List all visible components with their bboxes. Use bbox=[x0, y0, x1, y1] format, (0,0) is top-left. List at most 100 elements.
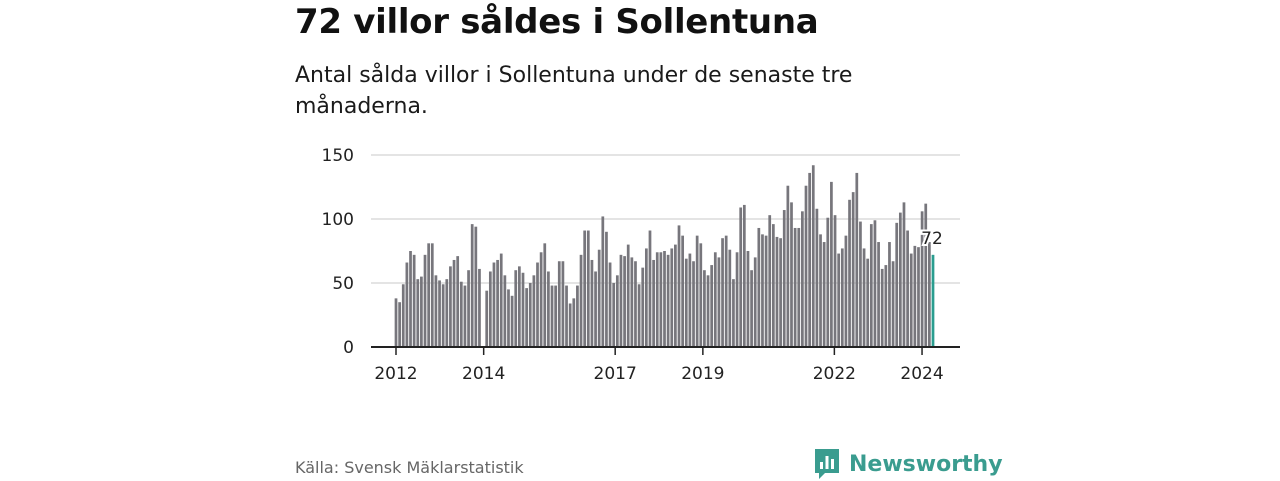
bars bbox=[394, 165, 935, 347]
bar bbox=[412, 254, 416, 347]
bar bbox=[420, 276, 423, 347]
x-tick-label: 2017 bbox=[594, 364, 637, 384]
x-tick-label: 2024 bbox=[900, 364, 943, 384]
bar bbox=[888, 242, 891, 347]
bar bbox=[452, 259, 456, 347]
bar bbox=[561, 261, 565, 347]
chart-title: 72 villor såldes i Sollentuna bbox=[295, 2, 819, 42]
bar bbox=[815, 208, 819, 347]
bar bbox=[554, 285, 558, 347]
bar bbox=[891, 261, 895, 347]
bar bbox=[463, 285, 467, 347]
bar bbox=[474, 226, 478, 347]
bar bbox=[536, 262, 539, 347]
bar bbox=[518, 266, 521, 347]
bar bbox=[750, 270, 753, 347]
bar bbox=[597, 249, 601, 347]
chart-subtitle: Antal sålda villor i Sollentuna under de… bbox=[295, 63, 853, 119]
bar bbox=[848, 199, 851, 347]
bar bbox=[746, 251, 750, 347]
bar bbox=[728, 249, 732, 347]
bar bbox=[692, 261, 695, 347]
bar bbox=[459, 281, 463, 347]
x-tick-label: 2012 bbox=[374, 364, 417, 384]
bar bbox=[877, 242, 880, 347]
bar bbox=[764, 235, 768, 347]
bar bbox=[430, 243, 434, 347]
bar bbox=[405, 262, 409, 347]
bar bbox=[499, 253, 503, 347]
bar bbox=[735, 252, 739, 347]
bar bbox=[547, 271, 550, 347]
bar bbox=[583, 230, 587, 347]
x-axis bbox=[371, 346, 960, 355]
bar bbox=[445, 279, 449, 347]
bar bbox=[586, 230, 590, 347]
newsworthy-logo-icon bbox=[815, 449, 839, 479]
brand-logo[interactable]: Newsworthy bbox=[813, 447, 1003, 481]
bar bbox=[659, 252, 663, 347]
labels: 0 50 100 150 2012 2014 2017 2019 2022 2024 72 bbox=[322, 146, 945, 384]
bar bbox=[717, 257, 721, 347]
bar bbox=[855, 172, 859, 347]
bar bbox=[742, 204, 746, 347]
bar bbox=[866, 258, 870, 347]
bar bbox=[572, 298, 576, 347]
bar bbox=[485, 290, 489, 347]
bar bbox=[612, 283, 616, 347]
bar bbox=[775, 236, 779, 347]
bar bbox=[790, 202, 793, 347]
bar bbox=[869, 224, 873, 347]
bar-chart: 0 50 100 150 2012 2014 2017 2019 2022 2024 72 bbox=[322, 146, 960, 384]
bar bbox=[713, 252, 717, 347]
bar bbox=[757, 227, 761, 347]
bar bbox=[782, 210, 786, 347]
bar bbox=[721, 238, 724, 347]
bar bbox=[634, 261, 637, 347]
bar bbox=[732, 279, 735, 347]
bar bbox=[768, 215, 772, 347]
bar bbox=[590, 259, 594, 347]
bar bbox=[822, 242, 826, 347]
bar bbox=[401, 284, 405, 347]
bar bbox=[630, 257, 634, 347]
bar bbox=[833, 215, 837, 347]
bar bbox=[532, 275, 536, 347]
bar bbox=[394, 298, 398, 347]
bar bbox=[695, 235, 699, 347]
brand-name: Newsworthy bbox=[849, 451, 1003, 477]
bar bbox=[528, 283, 532, 347]
bar bbox=[623, 256, 626, 347]
bar bbox=[880, 268, 884, 347]
x-tick-label: 2022 bbox=[813, 364, 856, 384]
bar bbox=[724, 235, 728, 347]
bar bbox=[539, 252, 543, 347]
bar bbox=[699, 243, 703, 347]
bar bbox=[449, 266, 452, 347]
y-tick-label: 150 bbox=[322, 146, 354, 166]
bar bbox=[674, 244, 677, 347]
bar bbox=[514, 270, 518, 347]
bar bbox=[793, 227, 797, 347]
bar bbox=[826, 217, 830, 347]
bar bbox=[423, 254, 427, 347]
bar bbox=[710, 265, 714, 347]
bar bbox=[884, 265, 888, 347]
bar bbox=[478, 268, 481, 347]
bar bbox=[398, 302, 401, 347]
bar bbox=[739, 207, 743, 347]
bar bbox=[456, 256, 460, 347]
bar bbox=[416, 279, 420, 347]
bar bbox=[862, 248, 866, 347]
bar bbox=[492, 262, 496, 347]
bar bbox=[641, 267, 645, 347]
bar bbox=[655, 252, 659, 347]
bar bbox=[503, 275, 507, 347]
bar bbox=[594, 271, 597, 347]
bar bbox=[830, 181, 833, 347]
bar bbox=[470, 224, 474, 347]
bar bbox=[637, 284, 641, 347]
bar bbox=[488, 271, 492, 347]
bar bbox=[804, 185, 808, 347]
bar bbox=[496, 259, 499, 347]
